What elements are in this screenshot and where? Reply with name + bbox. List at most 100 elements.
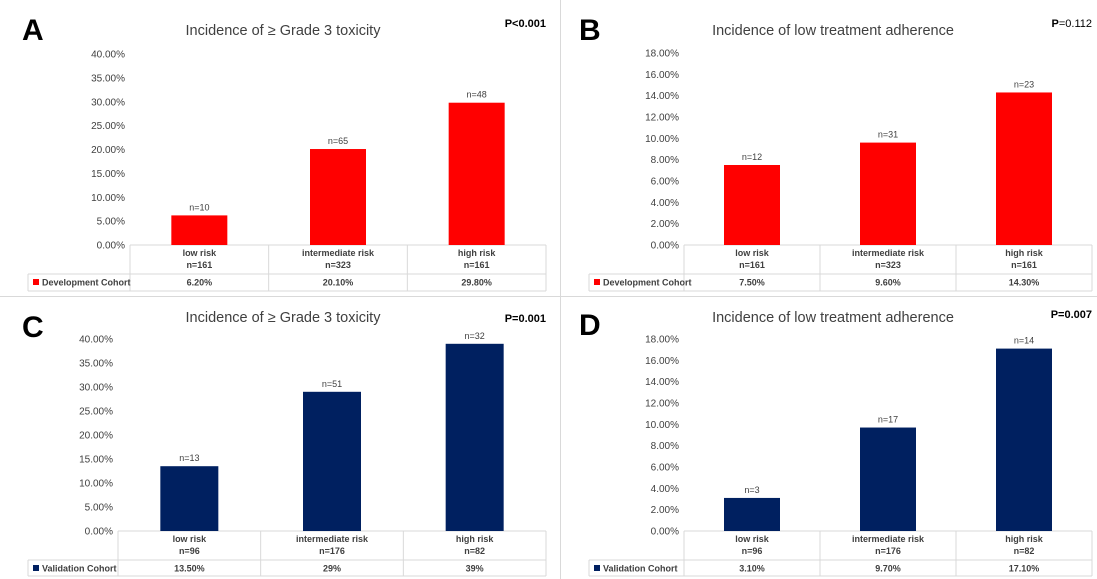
panel-letter: C [22,311,44,344]
value-label: 7.50% [739,278,765,288]
y-tick-label: 2.00% [651,505,679,516]
category-n-label: n=176 [875,546,901,556]
y-tick-label: 10.00% [645,134,679,145]
value-label: 6.20% [187,278,213,288]
chart-panel-b: B Incidence of low treatment adherence P=0… [561,0,1097,296]
category-label: high risk [456,534,495,544]
y-tick-label: 4.00% [651,198,679,209]
y-tick-label: 16.00% [645,70,679,81]
legend-label: Validation Cohort [42,564,117,574]
legend-swatch [594,565,600,571]
y-tick-label: 14.00% [645,377,679,388]
y-tick-label: 0.00% [651,241,679,252]
y-tick-label: 5.00% [85,503,113,514]
y-tick-label: 18.00% [645,335,679,346]
value-label: 29.80% [461,278,492,288]
y-tick-label: 10.00% [79,479,113,490]
y-tick-label: 20.00% [91,145,125,156]
chart-panel-d: D Incidence of low treatment adherence P=0… [561,297,1097,579]
value-label: 9.70% [875,564,901,574]
data-label: n=48 [467,90,487,100]
category-n-label: n=96 [742,546,763,556]
data-label: n=31 [878,130,898,140]
data-label: n=32 [465,331,485,341]
y-tick-label: 35.00% [91,73,125,84]
chart-title: Incidence of low treatment adherence [712,23,954,39]
data-label: n=10 [189,202,209,212]
y-tick-label: 40.00% [79,335,113,346]
category-n-label: n=161 [464,260,490,270]
value-label: 9.60% [875,278,901,288]
bar [996,92,1052,245]
bar [310,149,366,245]
value-label: 17.10% [1009,564,1040,574]
value-label: 20.10% [323,278,354,288]
data-label: n=17 [878,415,898,425]
chart-title: Incidence of ≥ Grade 3 toxicity [186,23,382,39]
y-tick-label: 12.00% [645,399,679,410]
value-label: 29% [323,564,341,574]
category-label: intermediate risk [852,248,925,258]
panel-divider-vertical [560,0,561,579]
legend-label: Validation Cohort [603,564,678,574]
y-tick-label: 0.00% [97,241,125,252]
p-value: P=0.007 [1051,309,1092,321]
panel-letter: A [22,14,44,47]
legend-label: Development Cohort [603,278,692,288]
bar [160,466,219,531]
y-tick-label: 40.00% [91,50,125,61]
category-n-label: n=323 [325,260,351,270]
category-label: high risk [458,248,497,258]
y-tick-label: 2.00% [651,219,679,230]
legend-label: Development Cohort [42,278,131,288]
legend-swatch [594,279,600,285]
chart-panel-a: A Incidence of ≥ Grade 3 toxicity P<0.001 0… [0,0,560,296]
data-label: n=65 [328,136,348,146]
legend-swatch [33,565,39,571]
category-n-label: n=82 [1014,546,1035,556]
chart-title: Incidence of ≥ Grade 3 toxicity [186,310,382,326]
category-n-label: n=176 [319,546,345,556]
category-n-label: n=323 [875,260,901,270]
p-value: P=0.001 [505,313,546,325]
y-tick-label: 0.00% [85,527,113,538]
data-label: n=14 [1014,336,1034,346]
bar [724,497,780,531]
y-tick-label: 15.00% [91,169,125,180]
y-tick-label: 6.00% [651,463,679,474]
y-tick-label: 5.00% [97,217,125,228]
panel-letter: D [579,309,601,342]
bar [448,102,505,245]
category-label: low risk [183,248,218,258]
category-n-label: n=161 [1011,260,1037,270]
bar [303,391,361,531]
y-tick-label: 25.00% [79,407,113,418]
data-label: n=13 [179,453,199,463]
y-tick-label: 8.00% [651,155,679,166]
data-label: n=23 [1014,79,1034,89]
value-label: 13.50% [174,564,205,574]
category-label: high risk [1005,534,1044,544]
p-value: P=0.112 [1052,18,1092,30]
category-n-label: n=161 [186,260,212,270]
value-label: 39% [466,564,484,574]
bar [445,343,504,531]
category-label: low risk [735,534,770,544]
y-tick-label: 30.00% [91,97,125,108]
y-tick-label: 16.00% [645,356,679,367]
p-value: P<0.001 [505,18,546,30]
data-label: n=51 [322,379,342,389]
y-tick-label: 10.00% [645,420,679,431]
y-tick-label: 10.00% [91,193,125,204]
category-n-label: n=96 [179,546,200,556]
category-label: intermediate risk [296,534,369,544]
y-tick-label: 20.00% [79,431,113,442]
bar [996,348,1052,531]
y-tick-label: 4.00% [651,484,679,495]
y-tick-label: 15.00% [79,455,113,466]
category-label: high risk [1005,248,1044,258]
legend-swatch [33,279,39,285]
category-label: intermediate risk [302,248,375,258]
y-tick-label: 8.00% [651,441,679,452]
category-n-label: n=161 [739,260,765,270]
